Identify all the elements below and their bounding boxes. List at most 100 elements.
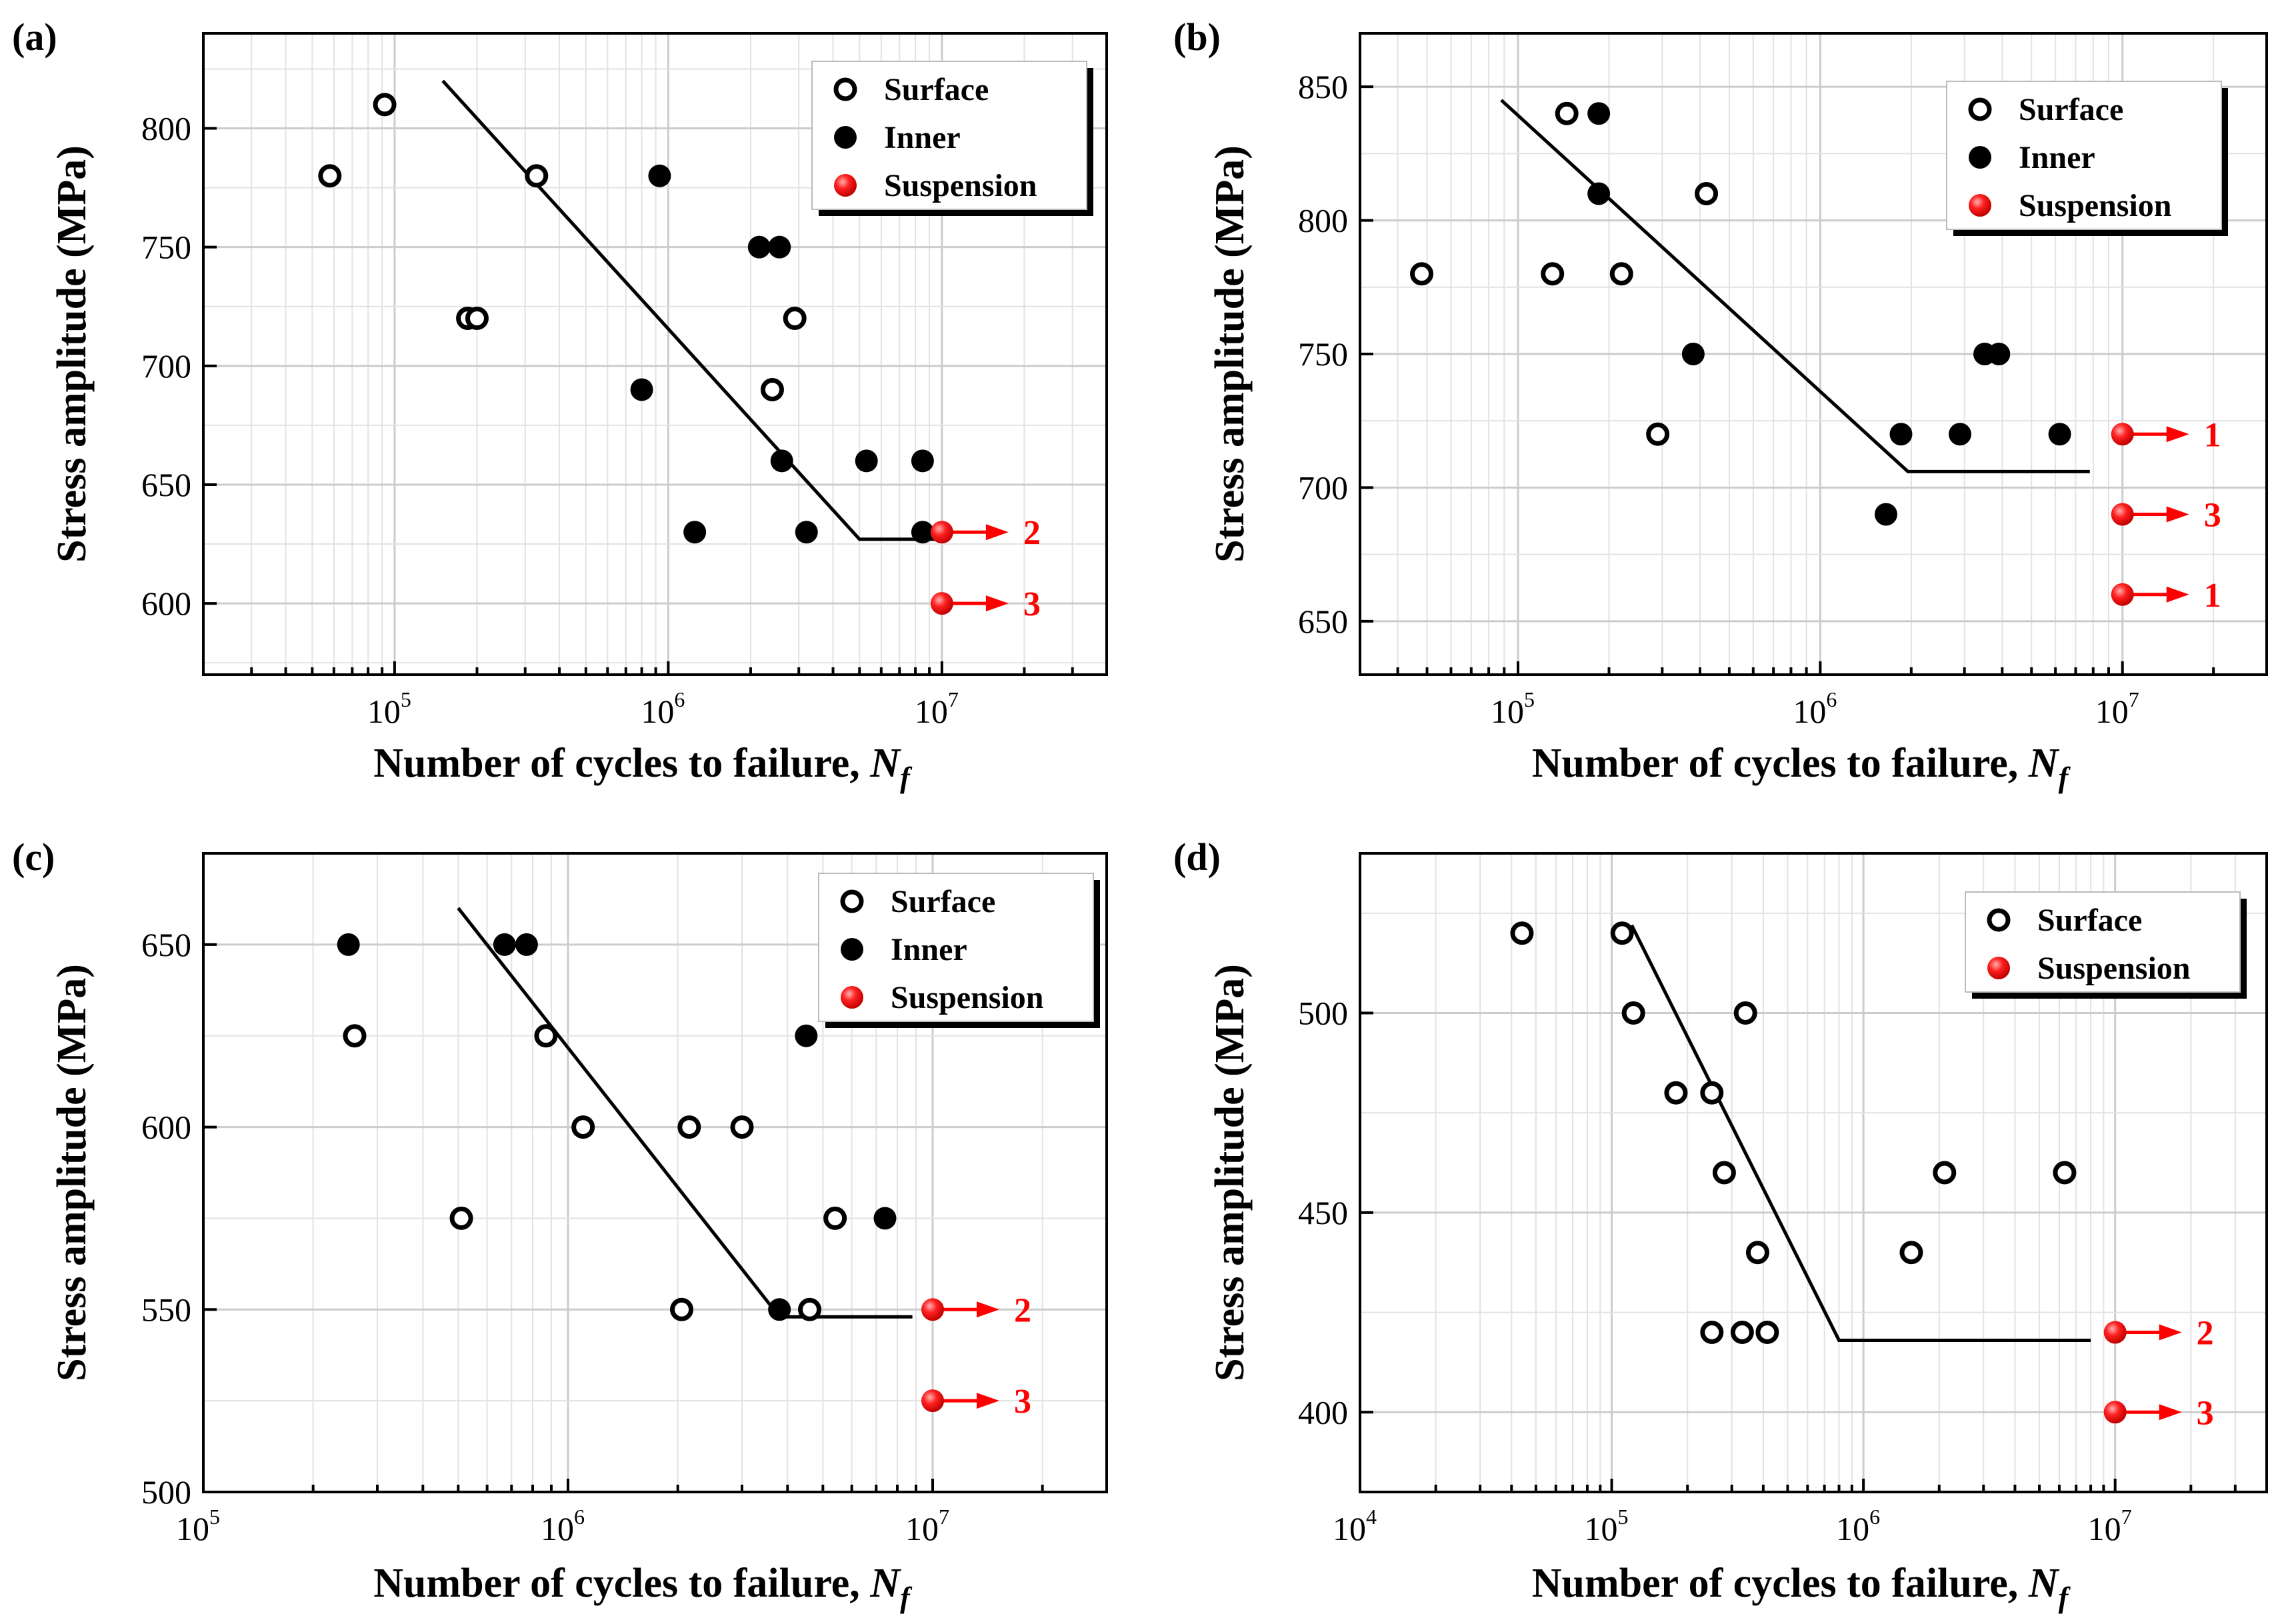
data-point: [1948, 423, 1971, 446]
suspension-annotation: 2: [2115, 1315, 2214, 1353]
data-point: [911, 521, 934, 544]
series-surface: [343, 1024, 847, 1321]
panel-label: (b): [1173, 15, 1221, 59]
data-point: [337, 933, 360, 956]
y-tick-label: 500: [141, 1473, 191, 1511]
data-point: [1695, 182, 1719, 205]
suspension-count: 3: [2197, 1394, 2214, 1432]
data-point: [798, 1297, 822, 1321]
data-point: [1933, 1161, 1957, 1185]
x-axis-title: Number of cycles to failure, Nf: [373, 741, 913, 794]
suspension-annotation: 3: [933, 1383, 1031, 1421]
legend-marker: [840, 889, 864, 913]
panel-d: 400 450 500 104 105 106 107 (d) Stress amplitude…: [1173, 835, 2268, 1614]
legend-label: Inner: [884, 120, 961, 155]
legend-marker: [841, 938, 863, 961]
x-tick-label: 107: [915, 687, 959, 730]
legend-label: Surface: [2019, 92, 2123, 127]
legend-label: Surface: [891, 884, 995, 919]
plot-frame: [202, 852, 1108, 1493]
suspension-annotation: 3: [941, 585, 1041, 623]
data-point: [768, 1298, 791, 1321]
y-axis-title: Stress amplitude (MPa): [49, 145, 95, 563]
suspension-annotation: 1: [2122, 416, 2221, 454]
y-tick-label: 750: [1298, 335, 1348, 373]
series-inner: [1587, 102, 2071, 526]
data-point: [1681, 343, 1705, 365]
data-point: [2111, 583, 2134, 606]
series-surface: [1410, 101, 1719, 446]
y-tick-label: 650: [1298, 603, 1348, 640]
data-point: [683, 521, 707, 544]
data-point: [783, 307, 807, 331]
data-point: [1510, 921, 1534, 945]
data-point: [1730, 1321, 1754, 1344]
y-axis-title: Stress amplitude (MPa): [1207, 964, 1253, 1381]
legend-label: Surface: [884, 72, 989, 107]
data-point: [1712, 1161, 1736, 1185]
fit-line: [1500, 99, 2090, 473]
data-point: [768, 235, 791, 259]
x-tick-label: 106: [641, 687, 685, 730]
legend-label: Suspension: [2019, 188, 2171, 223]
data-point: [1587, 182, 1611, 205]
suspension-count: 2: [1023, 514, 1041, 552]
data-point: [2053, 1161, 2077, 1185]
suspension-count: 3: [1023, 585, 1041, 623]
data-point: [1646, 422, 1670, 446]
suspension-count: 2: [2197, 1315, 2214, 1353]
panel-label: (d): [1173, 835, 1221, 879]
x-tick-label: 107: [2088, 1505, 2132, 1547]
y-tick-label: 800: [141, 110, 191, 147]
x-tick-label: 106: [1793, 687, 1837, 730]
y-tick-label: 800: [1298, 202, 1348, 239]
fit-line: [1630, 924, 2091, 1342]
data-point: [855, 449, 878, 473]
data-point: [1587, 102, 1611, 125]
series-suspension: [2103, 1321, 2127, 1424]
y-tick-label: 850: [1298, 68, 1348, 105]
series-suspension: [930, 521, 953, 615]
legend-marker: [834, 174, 857, 197]
data-point: [648, 164, 671, 187]
data-point: [670, 1297, 694, 1321]
data-point: [630, 378, 653, 401]
data-point: [318, 164, 342, 188]
series-surface: [318, 93, 807, 401]
suspension-count: 1: [2204, 416, 2221, 454]
data-point: [449, 1206, 473, 1230]
x-tick-label: 105: [1585, 1505, 1629, 1547]
legend-marker: [833, 77, 857, 101]
data-point: [1889, 423, 1913, 446]
x-axis-title: Number of cycles to failure, Nf: [1532, 741, 2071, 794]
panel-c: 500 550 600 650 105 106 107 (c) Stress amplitude…: [12, 835, 1108, 1614]
legend: Surface Inner Suspension: [811, 61, 1093, 216]
legend-marker: [841, 986, 863, 1009]
suspension-count: 2: [1014, 1291, 1031, 1329]
data-point: [1899, 1241, 1923, 1265]
data-point: [1874, 503, 1897, 526]
series-inner: [337, 933, 897, 1321]
suspension-annotation: 2: [933, 1291, 1031, 1329]
data-point: [677, 1115, 701, 1139]
x-axis-title: Number of cycles to failure, Nf: [373, 1561, 913, 1614]
data-point: [747, 235, 771, 259]
data-point: [1733, 1001, 1757, 1025]
y-tick-label: 500: [1298, 995, 1348, 1032]
panel-a: 600 650 700 750 800 105 106 107 (a) Stress amplit…: [12, 15, 1108, 794]
suspension-annotation: 1: [2122, 577, 2221, 615]
data-point: [930, 592, 953, 615]
legend-marker: [1969, 146, 1991, 169]
legend-marker: [1968, 97, 1992, 121]
suspension-count: 1: [2204, 577, 2221, 615]
suspension-count: 3: [2204, 497, 2221, 535]
data-point: [1541, 262, 1565, 286]
legend: Surface Inner Suspension: [1946, 81, 2228, 236]
series-suspension: [2111, 423, 2134, 606]
data-point: [1745, 1241, 1769, 1265]
legend-label: Inner: [2019, 140, 2095, 175]
data-point: [823, 1206, 847, 1230]
panel-b: 650 700 750 800 850 105 106 107 (b) Stress amplit…: [1173, 15, 2268, 794]
legend-marker: [1987, 957, 2010, 979]
